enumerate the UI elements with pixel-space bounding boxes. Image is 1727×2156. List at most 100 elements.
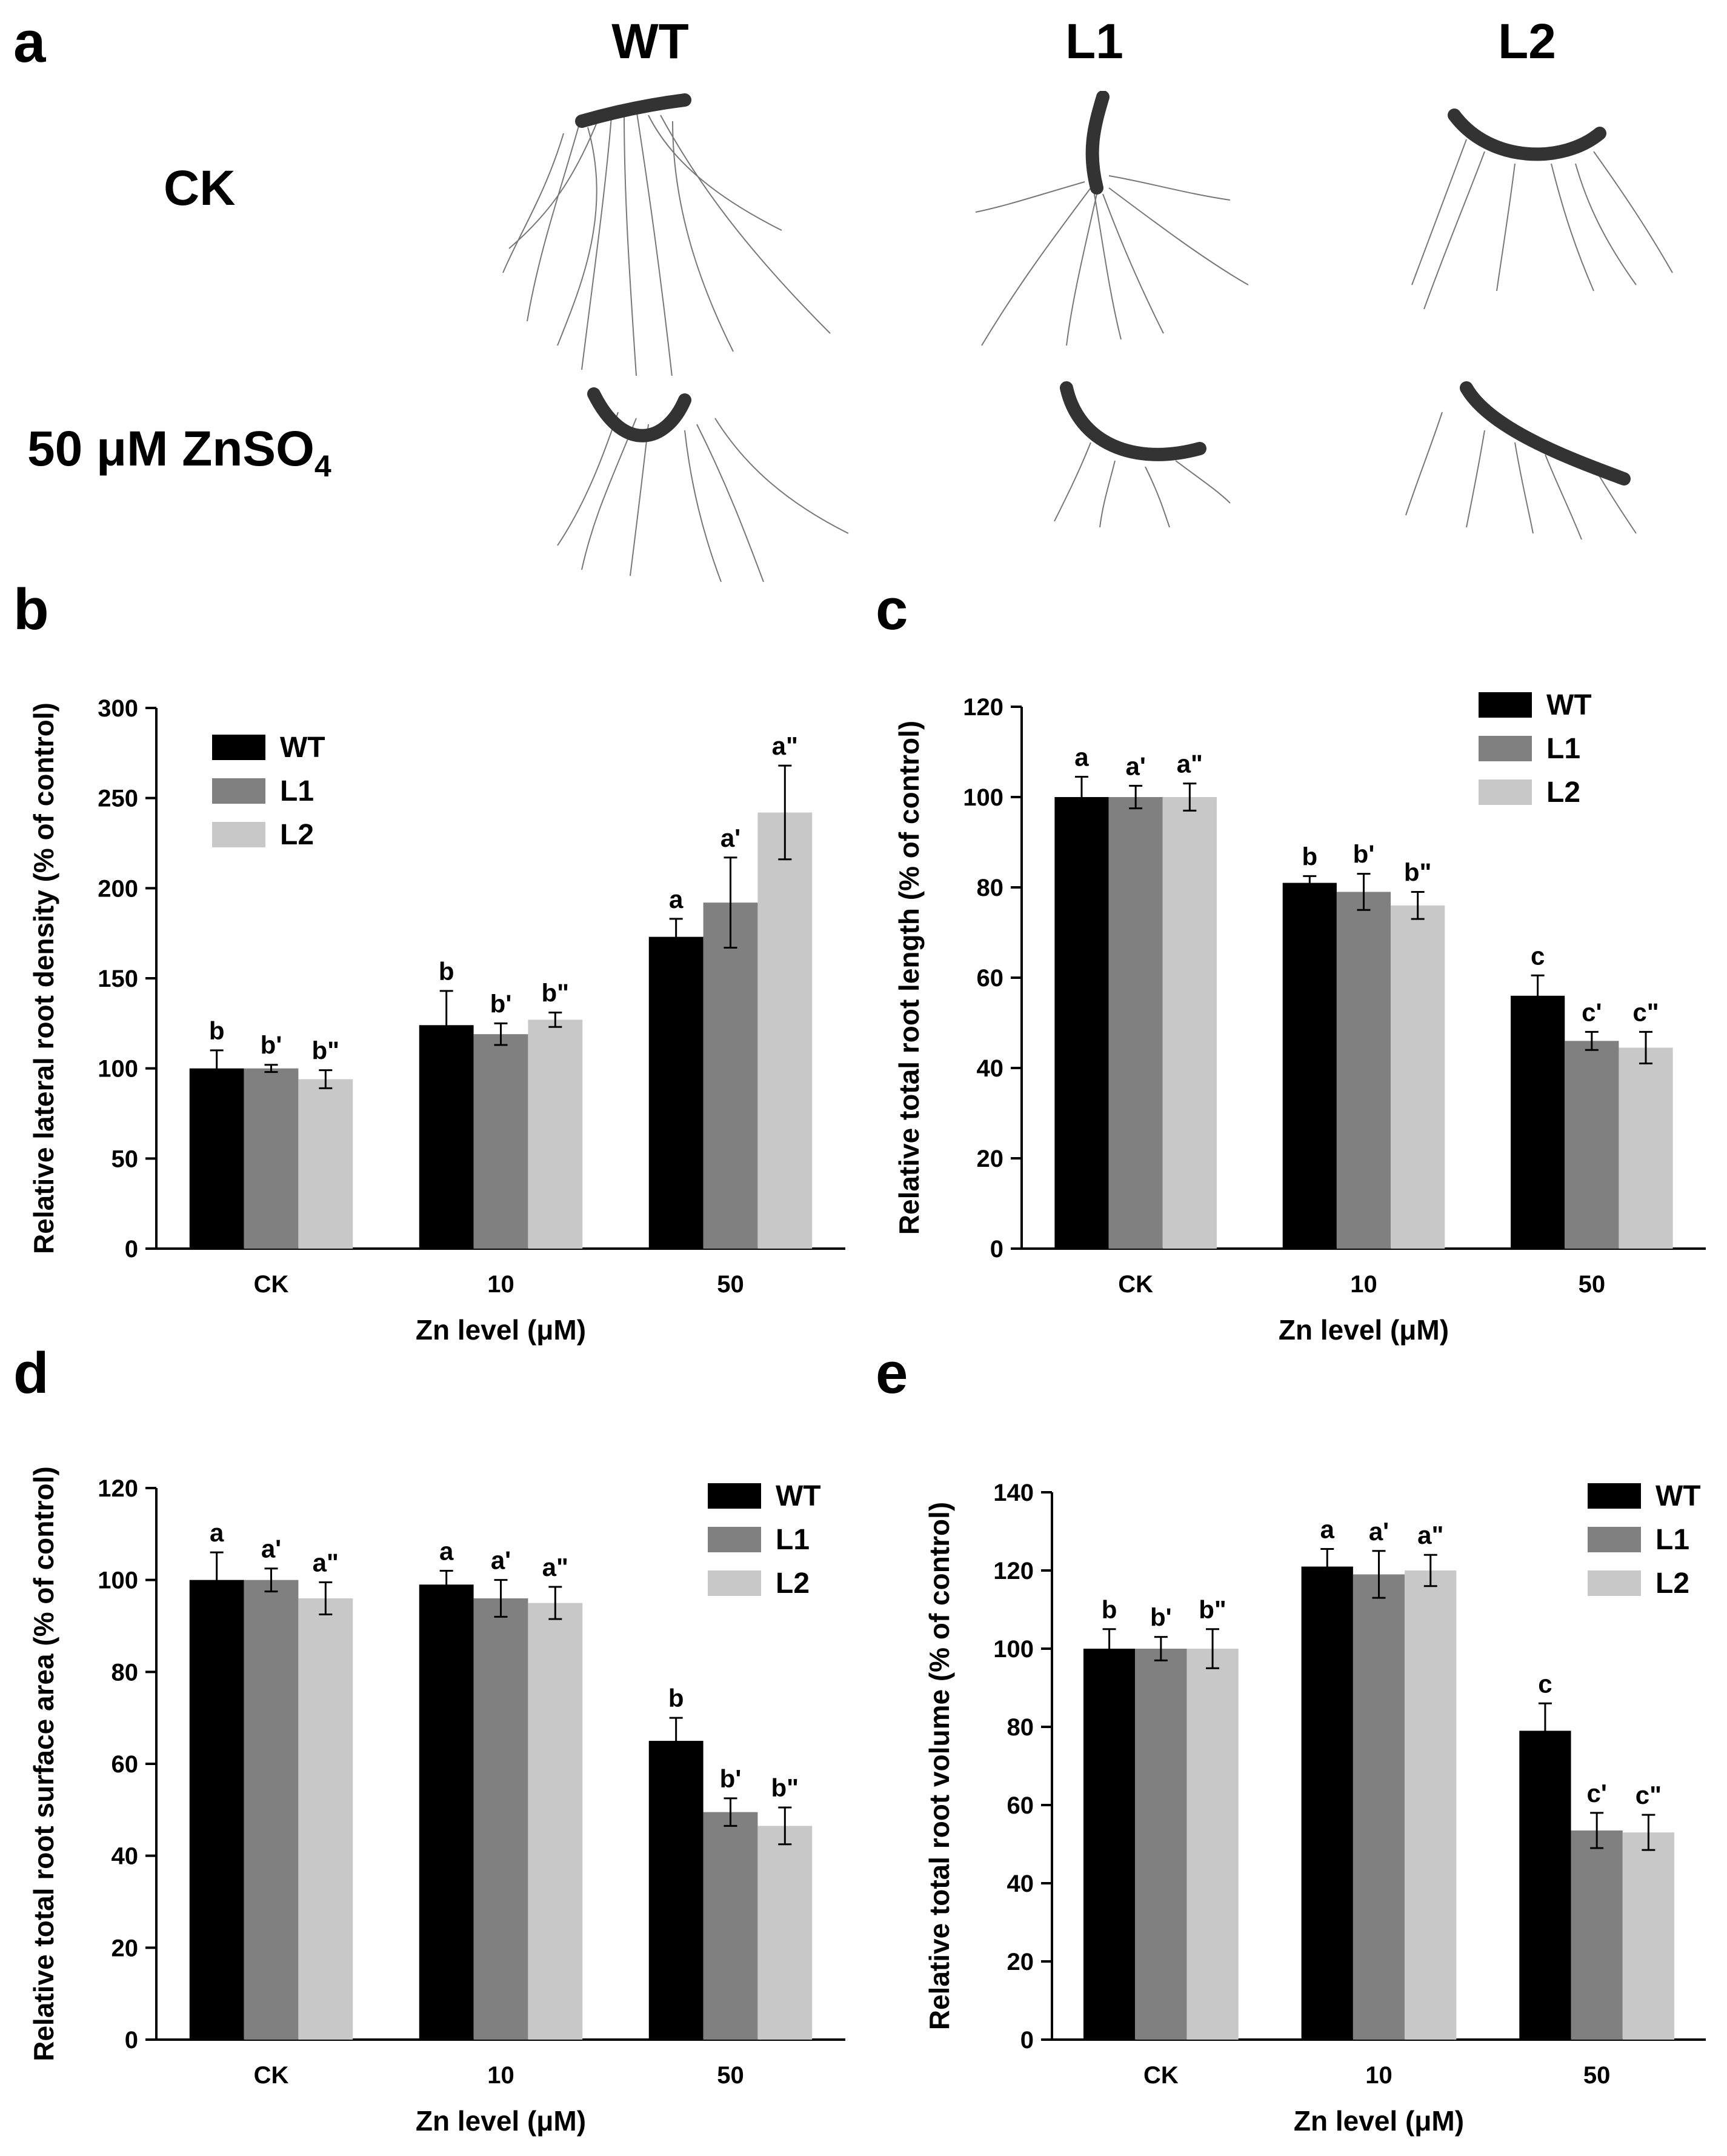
significance-label: a <box>1320 1515 1335 1544</box>
y-tick-label: 100 <box>98 1567 138 1594</box>
bar-WT-CK <box>189 1580 244 2040</box>
x-axis-title: Zn level (μM) <box>416 1314 586 1346</box>
significance-label: b <box>668 1684 684 1712</box>
row-header-ck: CK <box>164 161 236 216</box>
error-bar <box>319 1069 333 1089</box>
bar-WT-50 <box>1511 995 1565 1249</box>
legend-label-L1: L1 <box>1655 1524 1689 1556</box>
error-bar <box>1642 1814 1655 1851</box>
error-bar <box>1372 1550 1386 1599</box>
y-tick-label: 80 <box>977 875 1004 901</box>
y-tick-label: 20 <box>111 1935 139 1961</box>
bar-L2-CK <box>298 1079 353 1249</box>
significance-label: b" <box>771 1774 799 1802</box>
error-bar <box>548 1011 562 1028</box>
error-bar <box>669 918 683 956</box>
root-image-l1-zn <box>1042 376 1236 533</box>
legend-label-L2: L2 <box>1546 776 1580 809</box>
error-bar <box>778 764 792 861</box>
legend-swatch-WT <box>1479 692 1532 718</box>
chart-panel-e: 0 20 40 60 80 100 120 140 b a c WT b' a' c' L1 b" a" c" L2 C… <box>923 1480 1706 2137</box>
panel-letter-d: d <box>13 1341 49 1406</box>
x-tick-label: 10 <box>487 2062 514 2089</box>
legend-label-L1: L1 <box>280 775 314 807</box>
significance-label: b <box>439 957 454 986</box>
y-axis-title: Relative total root volume (% of control… <box>923 1502 955 2031</box>
error-bar <box>439 990 453 1061</box>
error-bar <box>494 1022 508 1046</box>
error-bar <box>1585 1030 1599 1051</box>
bar-WT-50 <box>648 1741 704 2040</box>
error-bar <box>1303 875 1317 891</box>
significance-label: b' <box>1353 840 1375 869</box>
significance-label: c' <box>1582 998 1602 1026</box>
y-tick-label: 250 <box>98 786 138 812</box>
x-tick-label: 10 <box>1350 1271 1377 1298</box>
significance-label: a <box>669 885 684 913</box>
bar-WT-CK <box>1054 797 1109 1249</box>
legend-swatch-L1 <box>708 1527 761 1552</box>
y-axis-title: Relative lateral root density (% of cont… <box>28 703 59 1254</box>
error-bar <box>548 1586 562 1620</box>
column-header-l1: L1 <box>1065 14 1123 69</box>
bar-L2-CK <box>1162 797 1217 1249</box>
significance-label: a' <box>1125 752 1145 780</box>
significance-label: b <box>209 1016 225 1045</box>
legend-label-WT: WT <box>280 732 325 764</box>
significance-label: a <box>210 1518 224 1547</box>
bar-L2-CK <box>1186 1649 1239 2040</box>
bar-WT-10 <box>419 1584 474 2040</box>
error-bar <box>1531 974 1545 1017</box>
bar-WT-10 <box>1282 883 1337 1249</box>
legend-swatch-WT <box>1588 1483 1641 1509</box>
panel-letter-a: a <box>13 10 46 75</box>
significance-label: a' <box>1369 1517 1389 1546</box>
y-tick-label: 120 <box>963 694 1003 721</box>
significance-label: b" <box>1199 1595 1226 1624</box>
x-tick-label: 50 <box>717 1271 744 1298</box>
y-tick-label: 200 <box>98 875 138 902</box>
chart-panel-d: 0 20 40 60 80 100 120 a a b WT a' a' b' L1 a" a" b" L2 CK 10… <box>28 1466 845 2137</box>
bar-WT-10 <box>1301 1566 1353 2040</box>
y-tick-label: 40 <box>111 1843 139 1870</box>
error-bar <box>1102 1628 1116 1669</box>
panel-letter-c: c <box>876 577 908 642</box>
row-header-zn: 50 μM ZnSO4 <box>27 421 331 483</box>
error-bar <box>264 1064 278 1073</box>
bar-L1-CK <box>1135 1649 1187 2040</box>
root-image-wt-ck <box>491 91 854 394</box>
legend-label-L2: L2 <box>776 1567 810 1600</box>
significance-label: c" <box>1632 998 1659 1026</box>
y-axis-title: Relative total root surface area (% of c… <box>28 1466 59 2061</box>
bar-L2-10 <box>1405 1570 1457 2040</box>
significance-label: a' <box>720 824 740 852</box>
y-tick-label: 0 <box>125 1236 138 1263</box>
y-tick-label: 120 <box>993 1558 1034 1584</box>
x-tick-label: 10 <box>487 1271 514 1298</box>
legend-label-L2: L2 <box>1655 1567 1689 1600</box>
bar-L2-50 <box>757 1826 813 2040</box>
significance-label: a' <box>491 1546 511 1575</box>
legend-swatch-L2 <box>708 1570 761 1596</box>
column-header-l2: L2 <box>1498 14 1556 69</box>
error-bar <box>1411 890 1425 920</box>
legend-swatch-L1 <box>212 778 265 804</box>
y-tick-label: 120 <box>98 1475 138 1502</box>
significance-label: c <box>1531 941 1545 970</box>
error-bar <box>1357 873 1371 911</box>
error-bar <box>210 1551 224 1609</box>
y-tick-label: 300 <box>98 695 138 722</box>
y-tick-label: 100 <box>963 784 1003 811</box>
root-image-l1-ck <box>963 91 1254 352</box>
bar-L1-50 <box>703 903 758 1249</box>
y-tick-label: 150 <box>98 966 138 992</box>
bar-WT-10 <box>419 1025 474 1249</box>
significance-label: b <box>1302 842 1317 870</box>
significance-label: b" <box>1404 858 1432 886</box>
y-tick-label: 40 <box>977 1055 1004 1082</box>
y-tick-label: 0 <box>1020 2027 1034 2054</box>
panel-letter-b: b <box>13 577 49 642</box>
significance-label: b' <box>720 1764 742 1793</box>
error-bar <box>1590 1812 1604 1849</box>
significance-label: c" <box>1635 1781 1662 1809</box>
